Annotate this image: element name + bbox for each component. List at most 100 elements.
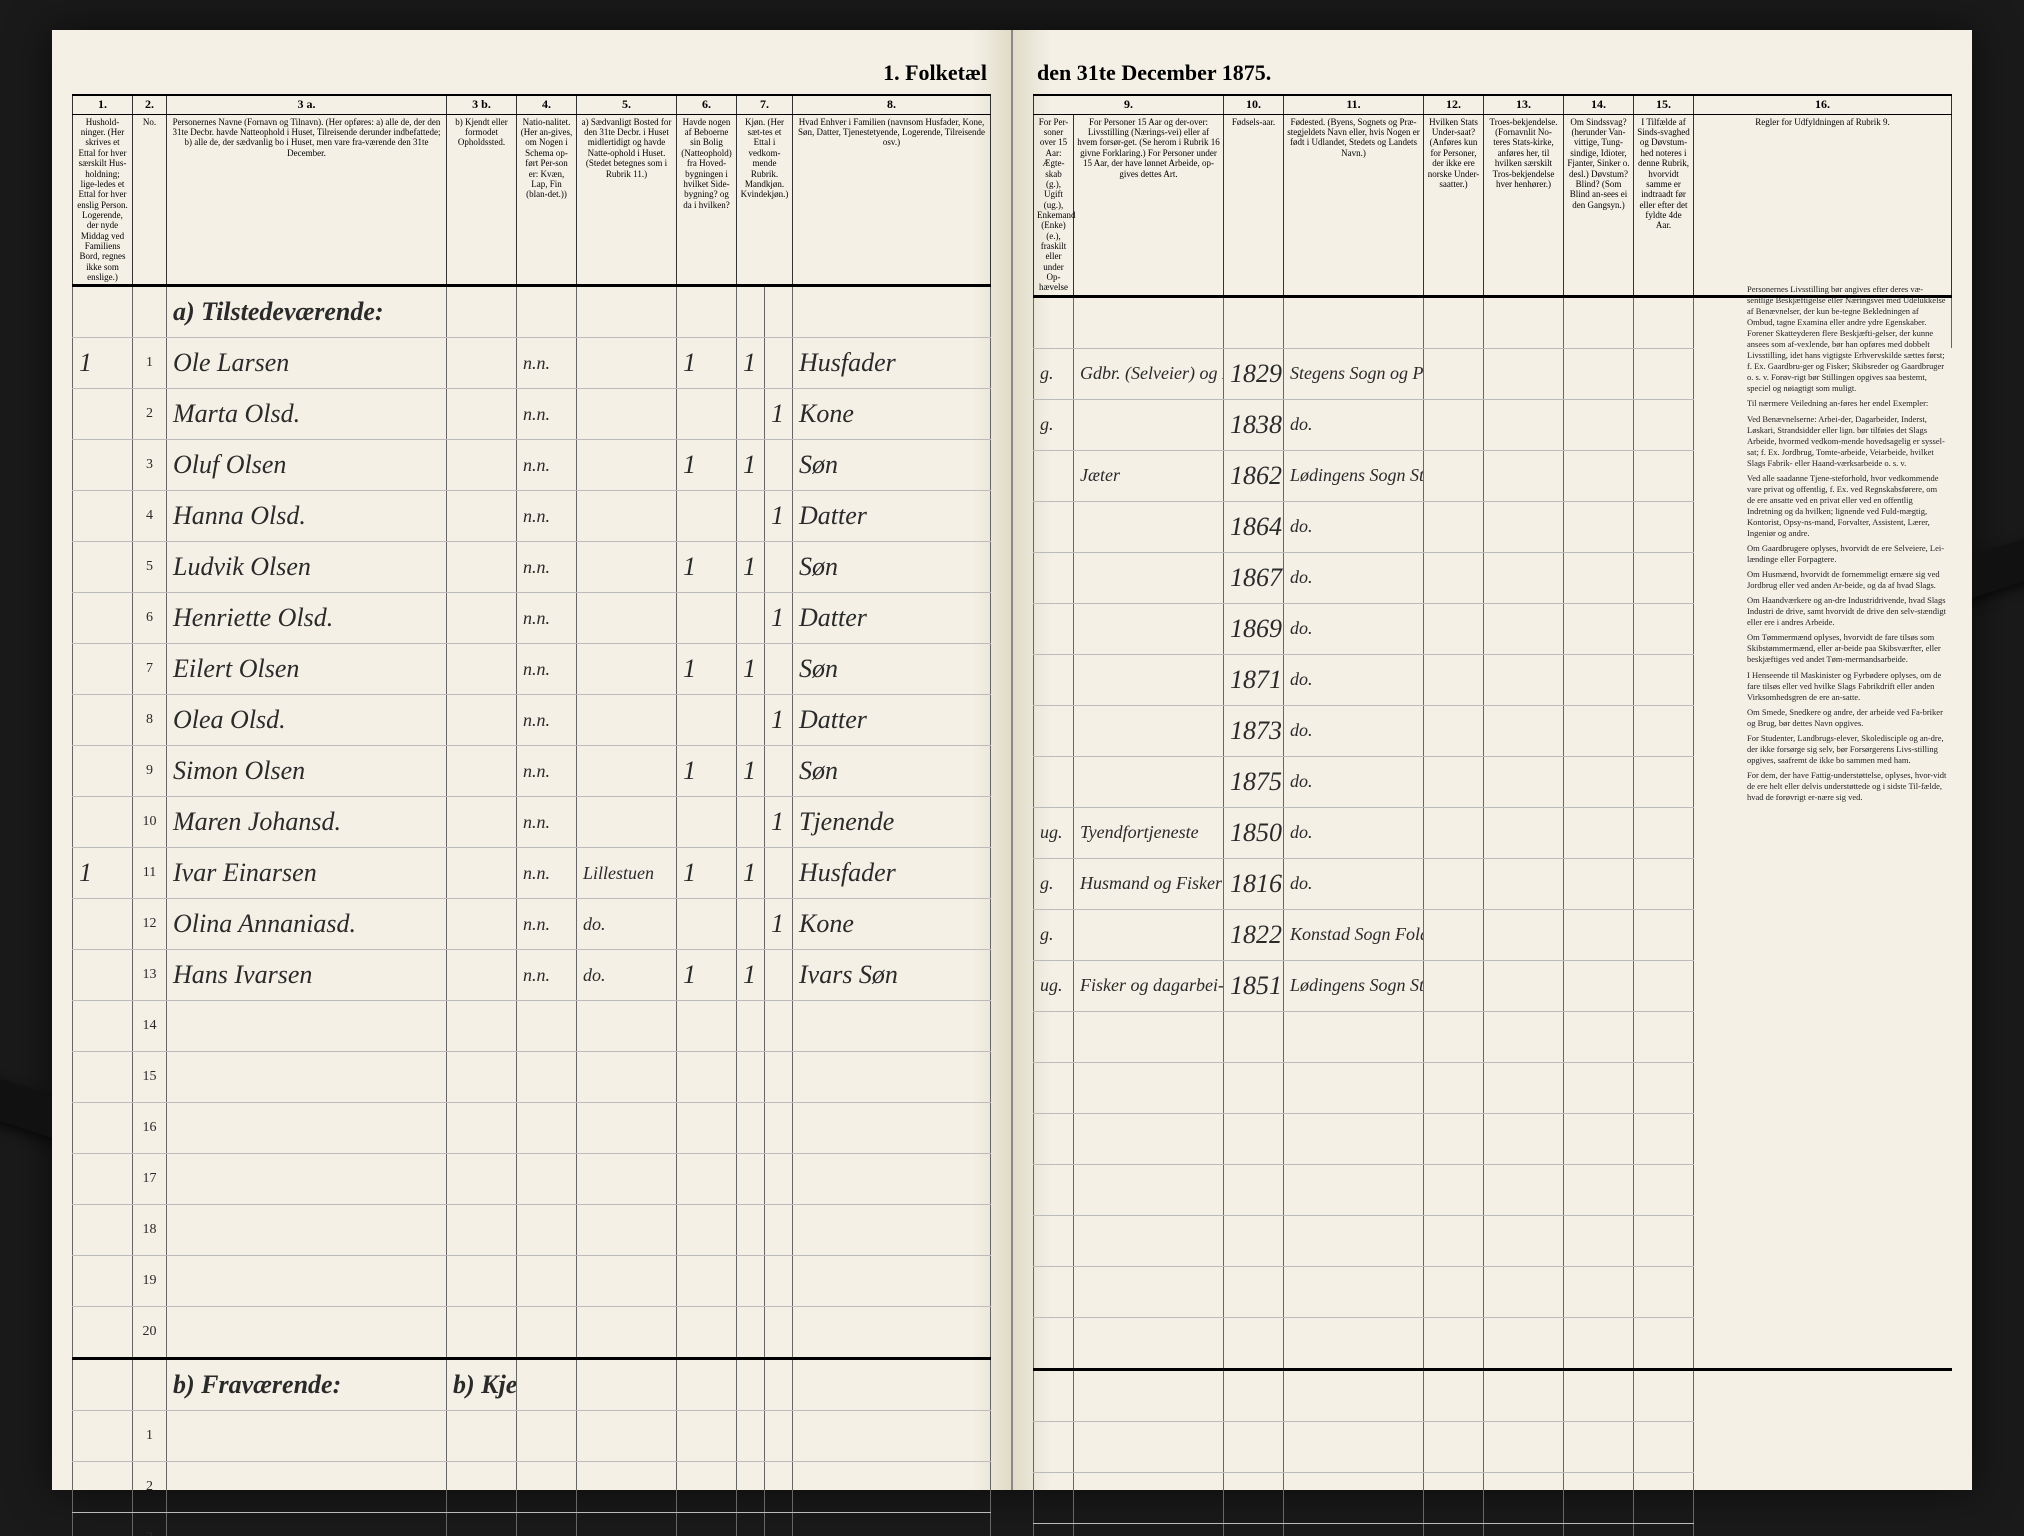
table-row bbox=[1034, 1113, 1952, 1164]
cell-birthplace: do. bbox=[1284, 501, 1424, 552]
ledger-table-left: 1. 2. 3 a. 3 b. 4. 5. 6. 7. 8. Hushold-n… bbox=[72, 94, 991, 1536]
cell-nat: n.n. bbox=[517, 899, 577, 950]
cell-occ: Husmand og Fisker bbox=[1074, 858, 1224, 909]
cell-3b bbox=[447, 593, 517, 644]
cell-fam: Husfader bbox=[793, 338, 991, 389]
cell-occ: Tyendfortjeneste bbox=[1074, 807, 1224, 858]
cell-hh bbox=[73, 899, 133, 950]
cell-civ: ug. bbox=[1034, 807, 1074, 858]
header-5: a) Sædvanligt Bosted for den 31te Decbr.… bbox=[577, 114, 677, 286]
table-row: 12Olina Annaniasd.n.n.do.1Kone bbox=[73, 899, 991, 950]
cell-fam: Ivars Søn bbox=[793, 950, 991, 1001]
colnum-3b: 3 b. bbox=[447, 95, 517, 114]
cell-nat: n.n. bbox=[517, 389, 577, 440]
instr-p11: For Studenter, Landbrugs-elever, Skoledi… bbox=[1747, 733, 1947, 766]
page-title-left: 1. Folketæl bbox=[72, 60, 991, 86]
cell-nat: n.n. bbox=[517, 542, 577, 593]
left-page: 1. Folketæl 1. 2. 3 a. 3 b. 4. 5. 6. 7. … bbox=[52, 30, 1013, 1490]
cell-7m: 1 bbox=[737, 848, 765, 899]
cell-hh: 1 bbox=[73, 338, 133, 389]
colnum-1: 1. bbox=[73, 95, 133, 114]
cell-hh bbox=[73, 797, 133, 848]
cell-12 bbox=[1424, 399, 1484, 450]
header-4: Natio-nalitet. (Her an-gives, om Nogen i… bbox=[517, 114, 577, 286]
cell-birthplace: Lødingens Sogn Stegens Prgj. bbox=[1284, 960, 1424, 1011]
table-row bbox=[1034, 1472, 1952, 1523]
cell-6 bbox=[677, 389, 737, 440]
table-row bbox=[1034, 1164, 1952, 1215]
table-row: 5Ludvik Olsenn.n.11Søn bbox=[73, 542, 991, 593]
cell-13 bbox=[1484, 603, 1564, 654]
cell-14 bbox=[1564, 450, 1634, 501]
cell-fam: Søn bbox=[793, 440, 991, 491]
cell-civ bbox=[1034, 705, 1074, 756]
cell-15 bbox=[1634, 450, 1694, 501]
cell-15 bbox=[1634, 348, 1694, 399]
colnum-8: 8. bbox=[793, 95, 991, 114]
cell-7k bbox=[765, 542, 793, 593]
cell-no: 5 bbox=[133, 542, 167, 593]
cell-civ bbox=[1034, 552, 1074, 603]
cell-6 bbox=[677, 797, 737, 848]
cell-fam: Søn bbox=[793, 542, 991, 593]
cell-birthplace: do. bbox=[1284, 807, 1424, 858]
cell-6: 1 bbox=[677, 542, 737, 593]
cell-3b bbox=[447, 695, 517, 746]
table-row: 10Maren Johansd.n.n.1Tjenende bbox=[73, 797, 991, 848]
cell-no: 17 bbox=[133, 1154, 167, 1205]
cell-14 bbox=[1564, 552, 1634, 603]
table-row bbox=[1034, 1523, 1952, 1536]
table-row: 3Oluf Olsenn.n.11Søn bbox=[73, 440, 991, 491]
cell-civ: ug. bbox=[1034, 960, 1074, 1011]
colnum-2: 2. bbox=[133, 95, 167, 114]
cell-5 bbox=[577, 389, 677, 440]
cell-name: Hans Ivarsen bbox=[167, 950, 447, 1001]
cell-14 bbox=[1564, 654, 1634, 705]
cell-name: Hanna Olsd. bbox=[167, 491, 447, 542]
cell-12 bbox=[1424, 756, 1484, 807]
header-11: Fødested. (Byens, Sognets og Præ-stegjel… bbox=[1284, 114, 1424, 296]
table-row: 18 bbox=[73, 1205, 991, 1256]
table-row: 4Hanna Olsd.n.n.1Datter bbox=[73, 491, 991, 542]
colnum-15: 15. bbox=[1634, 95, 1694, 114]
cell-13 bbox=[1484, 552, 1564, 603]
cell-13 bbox=[1484, 654, 1564, 705]
cell-15 bbox=[1634, 603, 1694, 654]
cell-no: 1 bbox=[133, 1411, 167, 1462]
cell-6: 1 bbox=[677, 746, 737, 797]
cell-6: 1 bbox=[677, 644, 737, 695]
cell-year: 1869 bbox=[1224, 603, 1284, 654]
cell-7m: 1 bbox=[737, 338, 765, 389]
table-row: 8Olea Olsd.n.n.1Datter bbox=[73, 695, 991, 746]
cell-no: 3 bbox=[133, 440, 167, 491]
table-row bbox=[1034, 1215, 1952, 1266]
cell-no: 16 bbox=[133, 1103, 167, 1154]
cell-3b bbox=[447, 542, 517, 593]
instr-p12: For dem, der have Fattig-understøttelse,… bbox=[1747, 770, 1947, 803]
cell-5 bbox=[577, 593, 677, 644]
table-row: 2Marta Olsd.n.n.1Kone bbox=[73, 389, 991, 440]
cell-7k: 1 bbox=[765, 389, 793, 440]
colnum-10: 10. bbox=[1224, 95, 1284, 114]
table-row: 13Hans Ivarsenn.n.do.11Ivars Søn bbox=[73, 950, 991, 1001]
cell-7m bbox=[737, 491, 765, 542]
cell-7m: 1 bbox=[737, 950, 765, 1001]
colnum-6: 6. bbox=[677, 95, 737, 114]
cell-nat: n.n. bbox=[517, 440, 577, 491]
cell-7k bbox=[765, 644, 793, 695]
cell-occ bbox=[1074, 756, 1224, 807]
cell-no: 9 bbox=[133, 746, 167, 797]
cell-5 bbox=[577, 440, 677, 491]
cell-occ bbox=[1074, 501, 1224, 552]
cell-fam: Husfader bbox=[793, 848, 991, 899]
instructions-column: Personernes Livsstilling bør angives eft… bbox=[1747, 280, 1947, 807]
cell-no: 2 bbox=[133, 1462, 167, 1513]
cell-12 bbox=[1424, 348, 1484, 399]
cell-7k bbox=[765, 848, 793, 899]
cell-no: 8 bbox=[133, 695, 167, 746]
cell-12 bbox=[1424, 909, 1484, 960]
table-row: 9Simon Olsenn.n.11Søn bbox=[73, 746, 991, 797]
cell-civ: g. bbox=[1034, 399, 1074, 450]
cell-3b bbox=[447, 746, 517, 797]
instr-p5: Om Gaardbrugere oplyses, hvorvidt de ere… bbox=[1747, 543, 1947, 565]
